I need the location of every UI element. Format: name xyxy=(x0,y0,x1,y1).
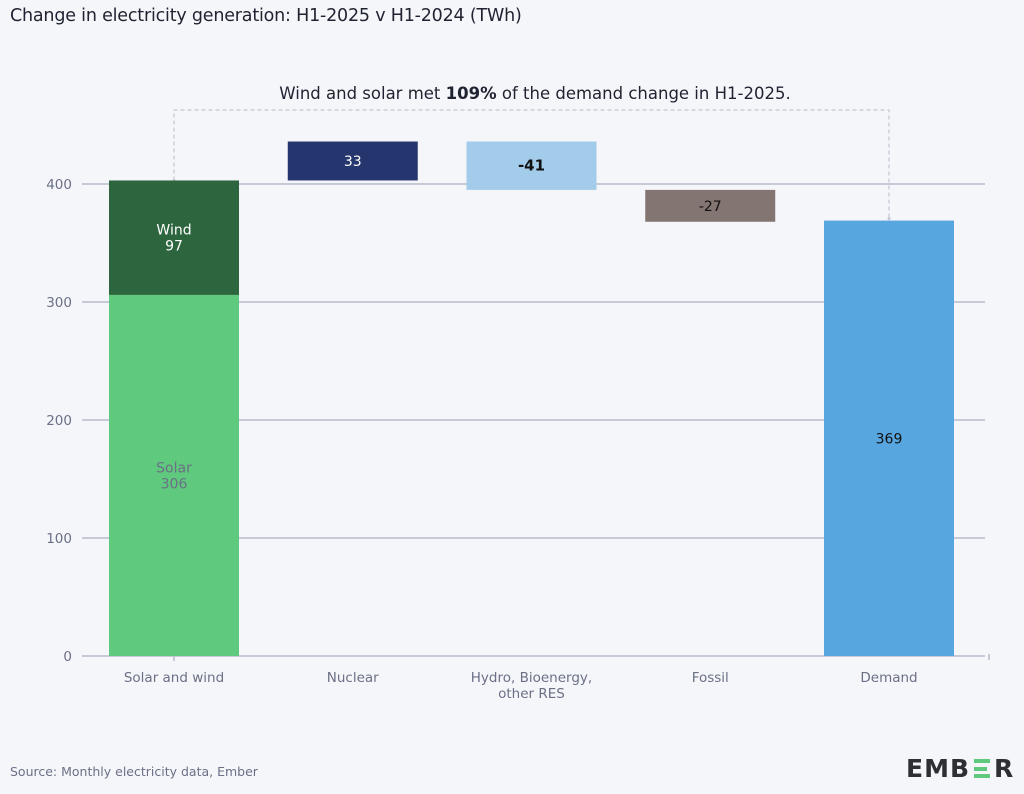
bar-label-nuclear: 33 xyxy=(344,154,362,170)
logo-text-right: R xyxy=(994,754,1015,783)
chart-title: Change in electricity generation: H1-202… xyxy=(10,6,522,26)
bar-nuclear xyxy=(287,141,418,181)
y-tick-label-0: 0 xyxy=(63,649,72,665)
y-tick-label-200: 200 xyxy=(46,413,72,429)
bar-demand xyxy=(824,220,954,656)
x-category-label: Fossil xyxy=(692,670,729,686)
bar-label-wind: Wind 97 xyxy=(156,223,191,255)
bar-label-demand: 369 xyxy=(876,431,903,447)
bracket-line xyxy=(173,109,890,219)
ember-logo-e-bars-icon xyxy=(974,759,991,778)
bar-label-hydro-bioenergy-other-res: -41 xyxy=(518,157,545,175)
x-category-label: Nuclear xyxy=(327,670,379,686)
source-note: Source: Monthly electricity data, Ember xyxy=(10,764,258,779)
bar-fossil xyxy=(645,189,776,222)
logo-text-left: EMB xyxy=(906,754,971,783)
bars xyxy=(109,141,954,656)
x-category-label: Hydro, Bioenergy, other RES xyxy=(471,670,592,702)
y-axis-ticks: 0 100 200 300 400 xyxy=(46,177,72,665)
bar-segment-solar xyxy=(109,294,239,656)
bar-hydro-bioenergy-other-res xyxy=(466,141,597,190)
y-tick-label-100: 100 xyxy=(46,531,72,547)
bar-label-solar: Solar 306 xyxy=(156,460,192,492)
bar-segment-wind xyxy=(109,180,239,295)
y-tick-label-300: 300 xyxy=(46,295,72,311)
bar-labels: Solar 306 Wind 97 33 -41 -27 369 xyxy=(156,154,902,492)
bar-label-fossil: -27 xyxy=(699,199,722,215)
annotation-text: Wind and solar met 109% of the demand ch… xyxy=(279,84,790,103)
x-axis-category-labels: Solar and wind Nuclear Hydro, Bioenergy, ot… xyxy=(124,670,918,702)
annotation-bracket xyxy=(172,109,891,221)
y-tick-label-400: 400 xyxy=(46,177,72,193)
bracket-end-dot xyxy=(887,217,891,221)
ember-logo: EMB R xyxy=(906,754,1014,783)
x-category-label: Solar and wind xyxy=(124,670,224,686)
x-category-label: Demand xyxy=(860,670,917,686)
